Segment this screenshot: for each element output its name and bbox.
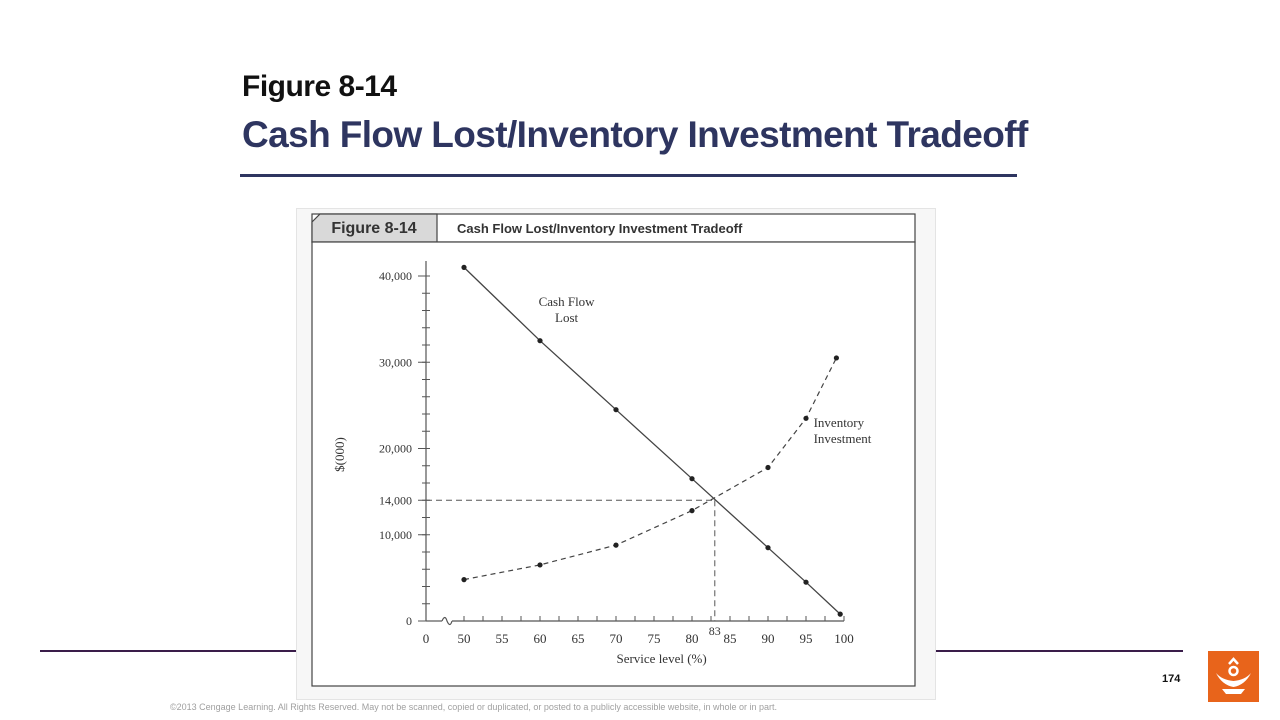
title-underline: [240, 174, 1017, 177]
point-inventory-investment: [461, 577, 467, 583]
figure-tab-label: Figure 8-14: [331, 220, 416, 237]
point-inventory-investment: [689, 508, 695, 514]
point-cash-flow-lost: [837, 611, 843, 617]
slide-title: Cash Flow Lost/Inventory Investment Trad…: [242, 114, 1028, 155]
x-tick-label: 100: [834, 631, 854, 646]
y-tick-label: 10,000: [379, 528, 412, 542]
point-cash-flow-lost: [461, 264, 467, 270]
figure-panel: Figure 8-14 Cash Flow Lost/Inventory Inv…: [296, 208, 936, 700]
series-label-cash-flow-lost-line1: Cash Flow: [539, 294, 596, 309]
point-cash-flow-lost: [765, 545, 771, 551]
footer-rule-right: [936, 650, 1183, 652]
footer-rule-left: [40, 650, 296, 652]
x-tick-label: 75: [648, 631, 661, 646]
x-tick-label: 70: [610, 631, 623, 646]
series-label-inventory-investment-line1: Inventory: [814, 415, 865, 430]
copyright-notice: ©2013 Cengage Learning. All Rights Reser…: [170, 702, 777, 712]
chart: Figure 8-14 Cash Flow Lost/Inventory Inv…: [311, 213, 916, 687]
y-axis-label: $(000): [332, 437, 347, 472]
x-axis-break: [441, 616, 453, 626]
point-inventory-investment: [613, 542, 619, 548]
x-tick-label: 65: [572, 631, 585, 646]
y-tick-label: 20,000: [379, 442, 412, 456]
x-axis-label: Service level (%): [616, 651, 706, 666]
point-cash-flow-lost: [537, 338, 543, 344]
y-tick-label: 0: [406, 614, 412, 628]
point-inventory-investment: [833, 355, 840, 361]
intersection-x-label: 83: [709, 624, 721, 638]
publisher-logo: [1208, 651, 1259, 702]
x-tick-label: 60: [534, 631, 547, 646]
slide-kicker: Figure 8-14: [242, 70, 397, 103]
point-cash-flow-lost: [689, 476, 695, 482]
publisher-logo-mark: [1216, 657, 1251, 694]
y-tick-label: 30,000: [379, 355, 412, 369]
plot-area: 0 10,000 14,000 20,000 30,000 40,000 0 50 55 60 65…: [332, 261, 872, 666]
x-tick-label: 95: [800, 631, 813, 646]
x-tick-label: 50: [458, 631, 471, 646]
y-tick-label: 40,000: [379, 269, 412, 283]
y-tick-label: 14,000: [379, 493, 412, 507]
point-inventory-investment: [537, 562, 543, 568]
x-tick-label: 55: [496, 631, 509, 646]
series-label-inventory-investment-line2: Investment: [814, 431, 872, 446]
point-inventory-investment: [765, 464, 771, 471]
x-tick-label: 80: [686, 631, 699, 646]
x-tick-label: 85: [724, 631, 737, 646]
point-cash-flow-lost: [803, 579, 809, 585]
point-cash-flow-lost: [613, 407, 619, 413]
x-tick-label: 0: [423, 631, 430, 646]
figure-header-title: Cash Flow Lost/Inventory Investment Trad…: [457, 221, 743, 236]
x-tick-label: 90: [762, 631, 775, 646]
series-label-cash-flow-lost-line2: Lost: [555, 310, 579, 325]
page-number: 174: [1162, 673, 1181, 685]
chart-frame: [311, 241, 916, 687]
point-inventory-investment: [803, 415, 809, 421]
